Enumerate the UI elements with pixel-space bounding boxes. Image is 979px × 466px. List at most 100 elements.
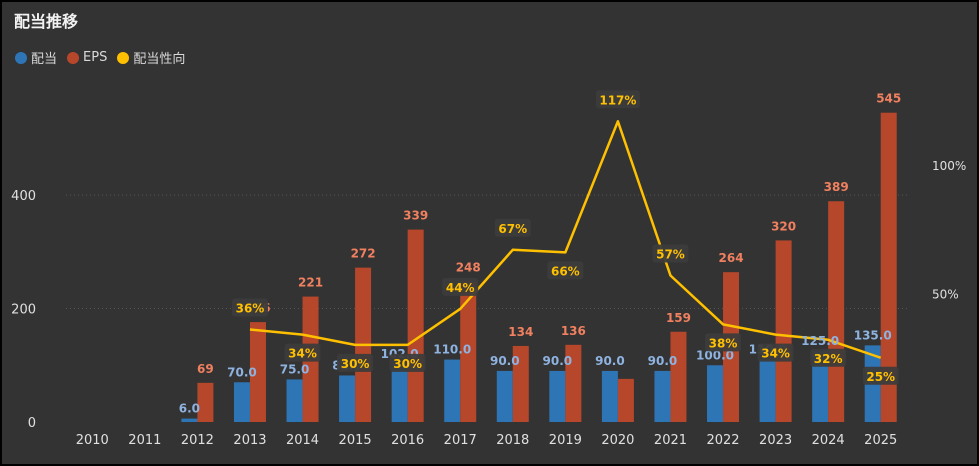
data-label-payout: 67% — [498, 222, 527, 236]
data-label-eps: 159 — [666, 311, 691, 325]
data-label-eps: 320 — [771, 219, 796, 233]
legend-item-payout[interactable]: 配当性向 — [117, 48, 185, 67]
bar-dividend — [601, 370, 618, 422]
bar-dividend — [812, 351, 829, 422]
data-label-payout-bg — [705, 333, 742, 352]
data-label-payout: 34% — [288, 347, 317, 361]
y-left-tick-label: 0 — [28, 416, 36, 431]
data-label-eps: 264 — [719, 251, 744, 265]
bar-eps — [565, 344, 582, 422]
y-right-tick-label: 50% — [932, 288, 959, 302]
x-tick-label: 2011 — [128, 433, 161, 448]
legend-item-dividend[interactable]: 配当 — [15, 48, 57, 67]
data-label-dividend: 135.0 — [854, 328, 892, 342]
chart-title: 配当推移 — [14, 12, 79, 31]
y-left-tick-label: 200 — [11, 303, 36, 318]
x-tick-label: 2016 — [391, 433, 424, 448]
bar-dividend — [496, 370, 513, 422]
bar-eps — [460, 281, 477, 422]
bar-dividend — [759, 359, 776, 422]
x-tick-label: 2013 — [233, 433, 266, 448]
x-tick-label: 2022 — [706, 433, 739, 448]
line-payout — [249, 120, 882, 359]
bar-eps — [197, 382, 214, 422]
bar-eps — [775, 240, 792, 422]
bar-eps — [670, 331, 687, 422]
data-label-eps: 389 — [824, 180, 849, 194]
bar-dividend — [286, 379, 303, 422]
legend-dot-payout — [117, 51, 130, 64]
data-label-payout: 117% — [599, 93, 636, 107]
x-tick-label: 2015 — [339, 433, 372, 448]
bar-dividend — [391, 364, 408, 422]
data-label-payout: 30% — [393, 357, 422, 371]
bar-eps — [512, 345, 529, 422]
bar-dividend — [181, 418, 198, 422]
bar-dividend — [549, 370, 566, 422]
data-label-payout-bg — [337, 353, 374, 372]
data-label-dividend: 100.0 — [696, 348, 734, 362]
bar-dividend — [654, 370, 671, 422]
legend-dot-dividend — [15, 51, 27, 64]
data-label-dividend: 110.0 — [433, 343, 471, 357]
data-label-payout: 44% — [446, 281, 475, 295]
data-label-payout: 36% — [236, 301, 265, 315]
x-tick-label: 2012 — [181, 433, 214, 448]
data-label-payout-bg — [810, 348, 847, 367]
data-label-payout: 30% — [341, 357, 370, 371]
x-tick-label: 2018 — [496, 433, 529, 448]
y-left-tick-label: 400 — [11, 189, 36, 204]
data-label-payout-bg — [595, 90, 640, 109]
bar-eps — [617, 378, 634, 422]
data-label-payout: 32% — [814, 352, 843, 366]
data-label-eps: 272 — [351, 247, 376, 261]
legend: 配当 EPS 配当性向 — [15, 48, 189, 67]
x-tick-label: 2010 — [76, 433, 109, 448]
data-label-payout: 66% — [551, 264, 580, 278]
bar-eps — [880, 112, 897, 423]
data-label-eps: 545 — [876, 92, 901, 106]
data-label-dividend: 90.0 — [595, 354, 625, 368]
data-label-dividend: 6.0 — [179, 402, 200, 416]
data-label-payout: 38% — [709, 336, 738, 350]
data-label-eps: 136 — [561, 324, 586, 338]
x-tick-label: 2021 — [654, 433, 687, 448]
data-label-dividend: 125.0 — [801, 334, 839, 348]
data-label-payout-bg — [442, 277, 479, 296]
legend-dot-eps — [67, 51, 80, 64]
legend-item-eps[interactable]: EPS — [67, 50, 107, 65]
data-label-payout-bg — [231, 298, 268, 317]
data-label-dividend: 75.0 — [280, 362, 310, 376]
data-label-payout: 57% — [656, 248, 685, 262]
data-label-dividend: 90.0 — [490, 354, 520, 368]
data-label-eps: 69 — [197, 362, 214, 376]
data-label-payout-bg — [862, 366, 899, 385]
data-label-payout: 25% — [866, 370, 895, 384]
data-label-payout-bg — [652, 244, 689, 263]
data-label-eps: 248 — [456, 260, 481, 274]
data-label-payout-bg — [389, 353, 426, 372]
x-tick-label: 2019 — [549, 433, 582, 448]
bar-dividend — [233, 382, 250, 422]
bar-eps — [828, 201, 845, 422]
data-label-payout: 34% — [761, 347, 790, 361]
bar-eps — [407, 229, 424, 422]
x-tick-label: 2024 — [812, 433, 845, 448]
legend-label-payout: 配当性向 — [133, 52, 186, 67]
data-label-payout-bg — [547, 261, 584, 280]
x-tick-label: 2020 — [601, 433, 634, 448]
data-label-dividend: 90.0 — [648, 354, 678, 368]
bar-dividend — [707, 365, 724, 422]
data-label-eps: 221 — [298, 276, 323, 290]
data-label-dividend: 90.0 — [543, 354, 573, 368]
bar-dividend — [444, 359, 461, 422]
data-label-eps: 134 — [508, 325, 533, 339]
x-tick-label: 2014 — [286, 433, 319, 448]
x-tick-label: 2017 — [444, 433, 477, 448]
y-right-tick-label: 100% — [932, 159, 966, 173]
x-tick-label: 2023 — [759, 433, 792, 448]
data-label-payout-bg — [494, 218, 531, 237]
bar-eps — [249, 322, 266, 422]
